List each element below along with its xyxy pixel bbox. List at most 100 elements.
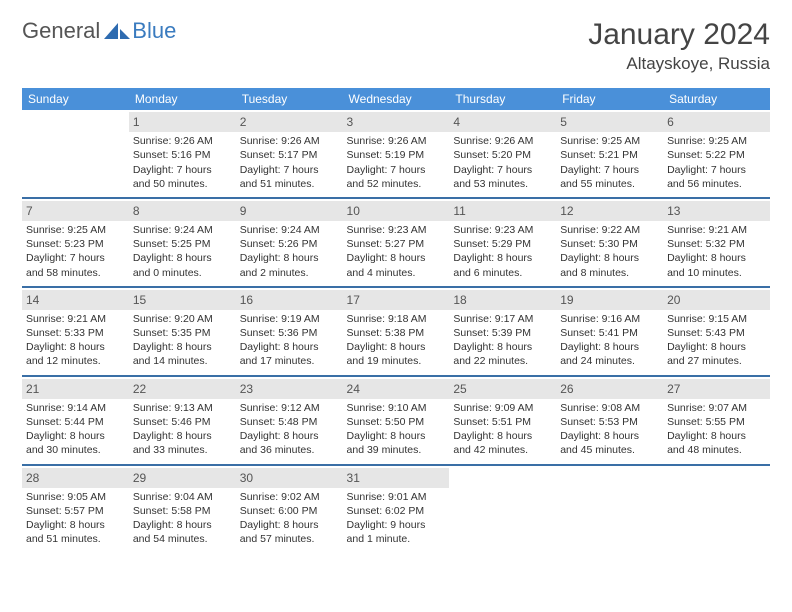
day-info-line: and 0 minutes. — [133, 266, 232, 280]
day-info-line: Daylight: 8 hours — [667, 429, 766, 443]
calendar-day-cell: 30Sunrise: 9:02 AMSunset: 6:00 PMDayligh… — [236, 465, 343, 553]
day-number: 7 — [22, 201, 129, 221]
calendar-day-cell: 24 Sunrise: 9:10 AMSunset: 5:50 PMDayligh… — [343, 376, 450, 465]
day-info-line: Sunrise: 9:23 AM — [453, 223, 552, 237]
day-info-line: Sunset: 5:43 PM — [667, 326, 766, 340]
day-info-line: Daylight: 8 hours — [347, 251, 446, 265]
day-number: 12 — [556, 201, 663, 221]
day-info-line: Sunrise: 9:26 AM — [133, 134, 232, 148]
day-info-line: Daylight: 8 hours — [453, 251, 552, 265]
calendar-day-cell: 2Sunrise: 9:26 AMSunset: 5:17 PMDaylight… — [236, 110, 343, 198]
calendar-table: Sunday Monday Tuesday Wednesday Thursday… — [22, 88, 770, 552]
calendar-week-row: 7Sunrise: 9:25 AMSunset: 5:23 PMDaylight… — [22, 198, 770, 287]
calendar-day-cell — [449, 465, 556, 553]
day-info-line: Sunrise: 9:07 AM — [667, 401, 766, 415]
day-info-line: Sunset: 5:38 PM — [347, 326, 446, 340]
day-info-line: Sunset: 5:58 PM — [133, 504, 232, 518]
calendar-week-row: 21Sunrise: 9:14 AMSunset: 5:44 PMDayligh… — [22, 376, 770, 465]
day-number: 25 — [449, 379, 556, 399]
day-info-line: Sunset: 5:16 PM — [133, 148, 232, 162]
day-number: 15 — [129, 290, 236, 310]
day-info-line: Sunrise: 9:15 AM — [667, 312, 766, 326]
day-info-line: Sunset: 6:00 PM — [240, 504, 339, 518]
day-info-line: Sunset: 5:44 PM — [26, 415, 125, 429]
calendar-day-cell: 11Sunrise: 9:23 AMSunset: 5:29 PMDayligh… — [449, 198, 556, 287]
day-info-line: Sunrise: 9:24 AM — [240, 223, 339, 237]
day-info-line: Daylight: 8 hours — [667, 340, 766, 354]
day-info-line: Sunset: 5:57 PM — [26, 504, 125, 518]
day-info-line: Daylight: 8 hours — [453, 429, 552, 443]
calendar-day-cell: 3Sunrise: 9:26 AMSunset: 5:19 PMDaylight… — [343, 110, 450, 198]
weekday-header: Wednesday — [343, 88, 450, 110]
day-info-line: Sunset: 5:50 PM — [347, 415, 446, 429]
calendar-day-cell: 26 Sunrise: 9:08 AMSunset: 5:53 PMDayligh… — [556, 376, 663, 465]
day-info-line: and 51 minutes. — [26, 532, 125, 546]
day-info-line: Sunset: 5:17 PM — [240, 148, 339, 162]
month-title: January 2024 — [588, 18, 770, 52]
day-info-line: Sunset: 5:21 PM — [560, 148, 659, 162]
day-info-line: Daylight: 8 hours — [26, 518, 125, 532]
day-info-line: and 24 minutes. — [560, 354, 659, 368]
day-number: 31 — [343, 468, 450, 488]
day-info-line: Sunrise: 9:08 AM — [560, 401, 659, 415]
day-number: 16 — [236, 290, 343, 310]
calendar-day-cell: 31Sunrise: 9:01 AMSunset: 6:02 PMDayligh… — [343, 465, 450, 553]
day-info-line: Daylight: 8 hours — [240, 251, 339, 265]
day-info-line: Daylight: 7 hours — [560, 163, 659, 177]
day-info-line: Sunset: 5:30 PM — [560, 237, 659, 251]
day-number: 22 — [129, 379, 236, 399]
day-info-line: Sunset: 5:25 PM — [133, 237, 232, 251]
day-info-line: Sunset: 5:32 PM — [667, 237, 766, 251]
day-info-line: Daylight: 8 hours — [560, 251, 659, 265]
calendar-week-row: 14Sunrise: 9:21 AMSunset: 5:33 PMDayligh… — [22, 287, 770, 376]
day-info-line: Daylight: 8 hours — [133, 340, 232, 354]
day-number: 20 — [663, 290, 770, 310]
weekday-header: Thursday — [449, 88, 556, 110]
day-info-line: Sunrise: 9:26 AM — [453, 134, 552, 148]
day-number: 26 — [556, 379, 663, 399]
day-info-line: Daylight: 9 hours — [347, 518, 446, 532]
day-info-line: Sunrise: 9:23 AM — [347, 223, 446, 237]
day-info-line: Sunrise: 9:16 AM — [560, 312, 659, 326]
day-info-line: and 48 minutes. — [667, 443, 766, 457]
day-info-line: and 58 minutes. — [26, 266, 125, 280]
day-info-line: Daylight: 7 hours — [26, 251, 125, 265]
page-header: General Blue January 2024 Altayskoye, Ru… — [22, 18, 770, 74]
weekday-header: Monday — [129, 88, 236, 110]
day-info-line: Daylight: 8 hours — [240, 518, 339, 532]
day-info-line: Daylight: 8 hours — [347, 429, 446, 443]
calendar-day-cell: 7Sunrise: 9:25 AMSunset: 5:23 PMDaylight… — [22, 198, 129, 287]
day-info-line: and 6 minutes. — [453, 266, 552, 280]
calendar-day-cell: 22Sunrise: 9:13 AMSunset: 5:46 PMDayligh… — [129, 376, 236, 465]
weekday-header: Tuesday — [236, 88, 343, 110]
day-info-line: Sunrise: 9:21 AM — [667, 223, 766, 237]
day-number: 28 — [22, 468, 129, 488]
day-number: 11 — [449, 201, 556, 221]
day-info-line: Sunrise: 9:09 AM — [453, 401, 552, 415]
day-info-line: Sunrise: 9:21 AM — [26, 312, 125, 326]
day-info-line: Sunset: 5:36 PM — [240, 326, 339, 340]
day-info-line: Sunset: 5:53 PM — [560, 415, 659, 429]
weekday-header: Friday — [556, 88, 663, 110]
day-info-line: Sunset: 5:19 PM — [347, 148, 446, 162]
day-info-line: Sunset: 5:55 PM — [667, 415, 766, 429]
calendar-day-cell: 25Sunrise: 9:09 AMSunset: 5:51 PMDayligh… — [449, 376, 556, 465]
brand-logo: General Blue — [22, 18, 176, 44]
calendar-day-cell — [663, 465, 770, 553]
brand-text-2: Blue — [132, 18, 176, 44]
day-info-line: and 56 minutes. — [667, 177, 766, 191]
day-number: 24 — [343, 379, 450, 399]
day-info-line: Daylight: 8 hours — [560, 429, 659, 443]
day-info-line: Daylight: 8 hours — [560, 340, 659, 354]
day-info-line: and 55 minutes. — [560, 177, 659, 191]
day-info-line: Sunrise: 9:20 AM — [133, 312, 232, 326]
day-info-line: and 33 minutes. — [133, 443, 232, 457]
calendar-week-row: 28Sunrise: 9:05 AMSunset: 5:57 PMDayligh… — [22, 465, 770, 553]
sail-icon — [104, 23, 130, 41]
day-info-line: Daylight: 8 hours — [667, 251, 766, 265]
day-info-line: Sunrise: 9:10 AM — [347, 401, 446, 415]
weekday-header: Saturday — [663, 88, 770, 110]
day-info-line: Daylight: 8 hours — [133, 429, 232, 443]
day-info-line: Sunrise: 9:25 AM — [26, 223, 125, 237]
day-info-line: Sunrise: 9:01 AM — [347, 490, 446, 504]
